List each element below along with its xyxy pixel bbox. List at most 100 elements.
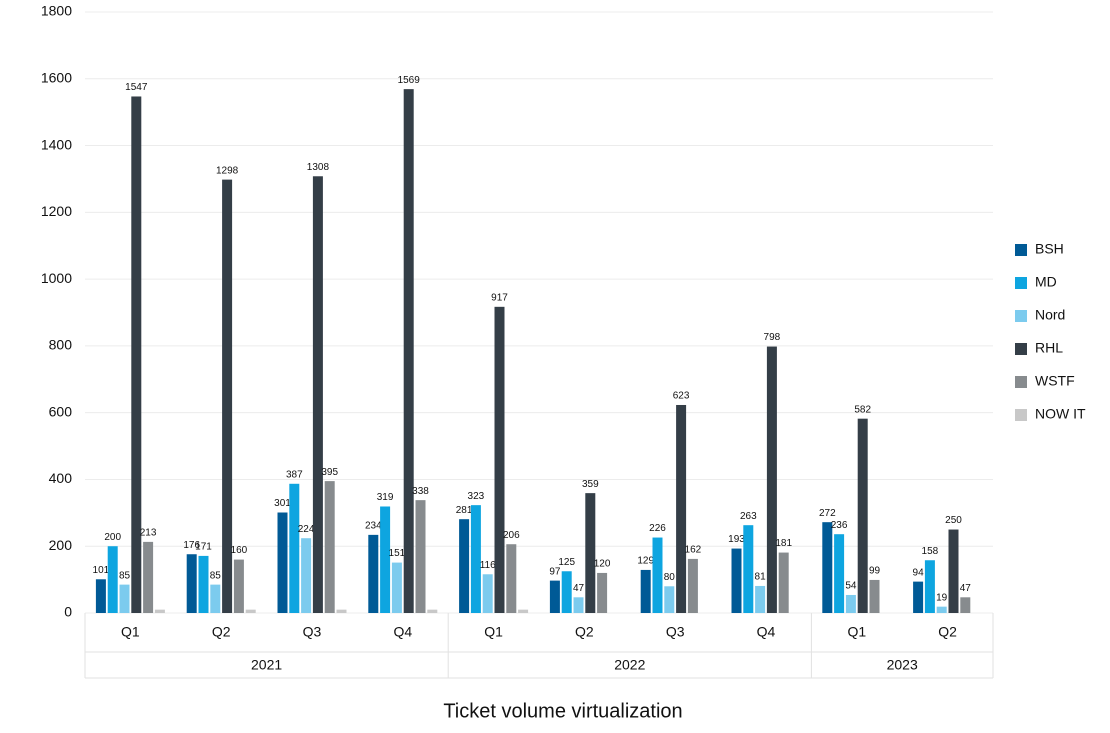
bar	[391, 562, 402, 613]
bar	[368, 534, 379, 613]
x-tick-label: Q2	[575, 624, 594, 640]
bar	[312, 176, 323, 614]
data-label: 1547	[125, 82, 148, 93]
data-label: 120	[594, 559, 611, 570]
x-tick-label: Q1	[121, 624, 140, 640]
bar	[506, 544, 517, 613]
chart-title: Ticket volume virtualization	[443, 700, 682, 722]
data-label: 917	[491, 292, 508, 303]
data-label: 162	[685, 545, 702, 556]
bar	[573, 597, 584, 613]
data-label: 1298	[216, 165, 239, 176]
data-label: 319	[377, 492, 394, 503]
legend-label: BSH	[1035, 241, 1064, 257]
legend-label: WSTF	[1035, 373, 1075, 389]
bar	[857, 418, 868, 613]
bar	[755, 585, 766, 613]
y-tick-label: 600	[49, 403, 73, 419]
bar	[731, 548, 742, 613]
bar	[403, 89, 414, 613]
bar	[186, 554, 197, 613]
y-tick-label: 1600	[41, 69, 72, 85]
data-label: 54	[845, 581, 857, 592]
data-label: 395	[321, 467, 338, 478]
data-label: 1308	[307, 162, 330, 173]
bar	[778, 552, 789, 613]
bar	[549, 580, 560, 613]
bar	[233, 559, 244, 613]
data-label: 125	[558, 557, 575, 568]
bar	[210, 584, 221, 613]
bar	[664, 586, 675, 613]
bar	[913, 581, 924, 613]
bar	[143, 541, 154, 613]
bar	[597, 572, 608, 613]
bar	[743, 525, 754, 613]
x-tick-label: Q2	[212, 624, 231, 640]
x-group-label: 2023	[887, 657, 918, 673]
data-label: 19	[936, 592, 948, 603]
bar	[277, 512, 288, 613]
data-label: 158	[922, 546, 939, 557]
data-label: 176	[183, 540, 200, 551]
bar	[687, 558, 698, 613]
bar	[324, 481, 335, 613]
y-tick-label: 200	[49, 537, 73, 553]
bar	[518, 609, 529, 613]
data-label: 234	[365, 521, 382, 532]
data-label: 226	[649, 523, 666, 534]
bar	[119, 584, 130, 613]
bar	[652, 537, 663, 613]
x-tick-label: Q1	[847, 624, 866, 640]
data-label: 181	[775, 538, 792, 549]
bar	[131, 96, 142, 614]
bar	[459, 519, 470, 613]
data-label: 213	[140, 528, 157, 539]
x-tick-label: Q3	[666, 624, 685, 640]
bar	[301, 538, 312, 613]
y-tick-label: 1800	[41, 3, 72, 19]
y-tick-label: 1200	[41, 203, 72, 219]
bar	[415, 500, 426, 613]
data-label: 171	[195, 542, 212, 553]
data-label: 129	[637, 556, 654, 567]
data-label: 99	[869, 566, 881, 577]
bar	[470, 505, 481, 613]
bar	[198, 555, 209, 613]
legend-label: Nord	[1035, 307, 1065, 323]
legend-label: MD	[1035, 274, 1057, 290]
data-label: 623	[673, 391, 690, 402]
bar	[95, 579, 106, 613]
data-label: 206	[503, 530, 520, 541]
bar	[107, 546, 118, 613]
data-label: 116	[480, 560, 496, 571]
data-label: 97	[549, 566, 561, 577]
legend-swatch	[1015, 310, 1027, 322]
data-label: 301	[274, 498, 291, 509]
data-label: 151	[389, 548, 406, 559]
data-label: 1569	[398, 75, 421, 86]
data-label: 281	[456, 505, 473, 516]
data-label: 263	[740, 511, 757, 522]
bar	[222, 179, 233, 613]
bar	[845, 594, 856, 613]
data-label: 224	[298, 524, 315, 535]
x-tick-label: Q4	[757, 624, 776, 640]
bar	[869, 579, 880, 613]
x-group-label: 2021	[251, 657, 282, 673]
data-label: 200	[104, 532, 121, 543]
bar	[154, 609, 165, 613]
bar	[676, 404, 687, 613]
data-label: 250	[945, 515, 962, 526]
data-label: 798	[764, 332, 781, 343]
x-tick-label: Q1	[484, 624, 503, 640]
legend-swatch	[1015, 376, 1027, 388]
y-tick-label: 0	[64, 604, 72, 620]
x-tick-label: Q4	[393, 624, 412, 640]
bar	[585, 493, 596, 613]
legend-swatch	[1015, 244, 1027, 256]
legend-label: RHL	[1035, 340, 1063, 356]
bar	[494, 306, 505, 613]
data-label: 359	[582, 479, 599, 490]
